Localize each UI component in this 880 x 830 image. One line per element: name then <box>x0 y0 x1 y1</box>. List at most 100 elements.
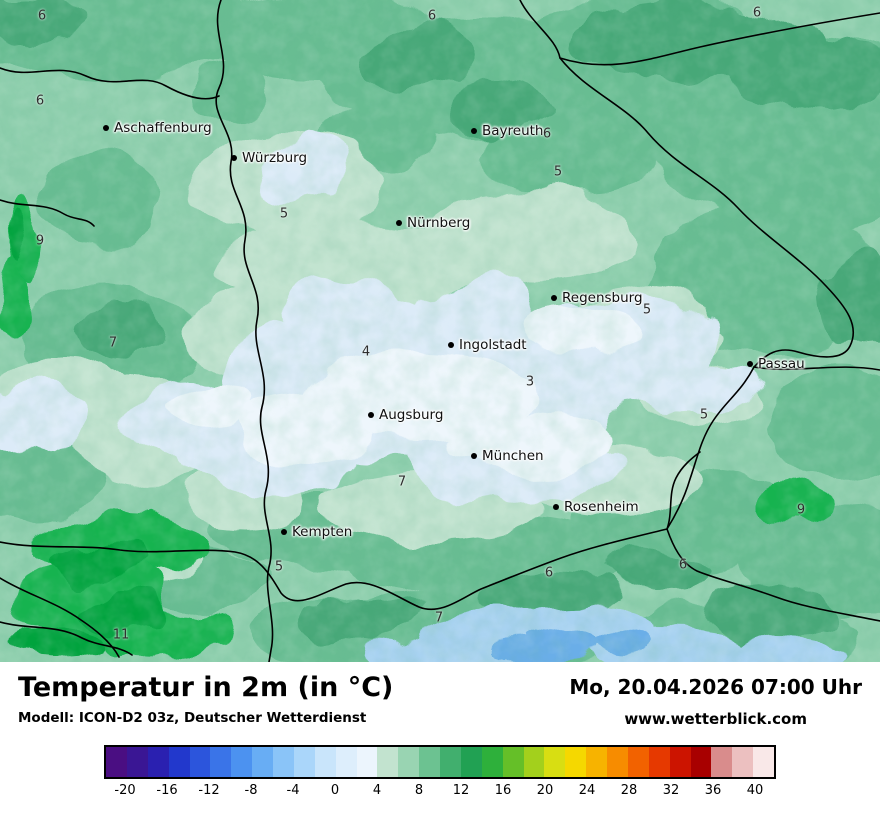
colorbar-tick-label: -4 <box>286 783 300 798</box>
colorbar-tick-label: 0 <box>330 783 340 798</box>
temp-value: 5 <box>699 407 709 423</box>
city-label: Nürnberg <box>407 215 471 231</box>
colorbar-segment <box>523 747 545 777</box>
city-marker-regensburg: Regensburg <box>551 290 643 306</box>
colorbar-tick-label: 12 <box>452 783 470 798</box>
colorbar-tick-label: 32 <box>662 783 680 798</box>
temperature-map: Aschaffenburg Würzburg Bayreuth Nürnberg… <box>0 0 880 662</box>
map-graphic <box>0 0 880 662</box>
colorbar-segment <box>314 747 336 777</box>
temp-value: 6 <box>678 557 688 573</box>
colorbar-segment <box>648 747 670 777</box>
colorbar-segment <box>231 747 253 777</box>
city-label: Regensburg <box>562 290 643 306</box>
country-borders <box>0 0 880 662</box>
temp-value: 5 <box>274 559 284 575</box>
temp-value: 6 <box>427 8 437 24</box>
colorbar-segment <box>690 747 712 777</box>
city-dot-icon <box>747 361 753 367</box>
colorbar-segment <box>273 747 294 777</box>
city-label: Ingolstadt <box>459 337 527 353</box>
city-label: Augsburg <box>379 407 444 423</box>
temp-value: 7 <box>397 474 407 490</box>
colorbar-tick-label: 28 <box>620 783 638 798</box>
city-dot-icon <box>553 504 559 510</box>
colorbar-segment <box>252 747 273 777</box>
colorbar-segment <box>711 747 733 777</box>
panel-right: Mo, 20.04.2026 07:00 Uhr www.wetterblick… <box>569 672 862 728</box>
texture-light <box>0 0 880 662</box>
colorbar-segment <box>106 747 127 777</box>
colorbar-tick-label: 8 <box>414 783 424 798</box>
temperature-legend: -20 -16 -12 -8 -4 0 4 8 12 16 20 24 28 32 36 40 <box>104 745 776 803</box>
border-north-east <box>519 0 880 66</box>
temp-value: 6 <box>542 126 552 142</box>
colorbar-segment <box>732 747 754 777</box>
city-marker-ingolstadt: Ingolstadt <box>448 337 527 353</box>
city-marker-aschaffenburg: Aschaffenburg <box>103 120 212 136</box>
colorbar-segment <box>356 747 378 777</box>
border-southwest-squiggles <box>0 577 133 658</box>
colorbar-segment <box>126 747 148 777</box>
colorbar-segment <box>293 747 315 777</box>
city-marker-rosenheim: Rosenheim <box>553 499 639 515</box>
border-northwest <box>0 67 220 100</box>
colorbar-segment <box>189 747 211 777</box>
colorbar-segment <box>335 747 357 777</box>
colorbar-tick-label: 20 <box>536 783 554 798</box>
colorbar-tick-label: -12 <box>198 783 220 798</box>
colorbar-segment <box>440 747 461 777</box>
city-marker-bayreuth: Bayreuth <box>471 123 544 139</box>
city-marker-nuernberg: Nürnberg <box>396 215 470 231</box>
temp-value: 6 <box>37 8 47 24</box>
city-marker-wuerzburg: Würzburg <box>231 150 307 166</box>
page-title: Temperatur in 2m (in °C) <box>18 672 394 703</box>
colorbar-tick-label: 36 <box>704 783 722 798</box>
city-label: München <box>482 448 544 464</box>
city-marker-augsburg: Augsburg <box>368 407 443 423</box>
colorbar-tick-label: -8 <box>244 783 258 798</box>
colorbar-tick-label: 24 <box>578 783 596 798</box>
temp-value: 3 <box>525 374 535 390</box>
panel-left: Temperatur in 2m (in °C) Modell: ICON-D2… <box>18 672 393 726</box>
temp-value: 5 <box>553 164 563 180</box>
city-label: Kempten <box>292 524 353 540</box>
colorbar-segment <box>377 747 399 777</box>
colorbar-ticks: -20 -16 -12 -8 -4 0 4 8 12 16 20 24 28 32 36 40 <box>104 783 776 803</box>
valid-datetime: Mo, 20.04.2026 07:00 Uhr <box>569 675 862 699</box>
city-label: Aschaffenburg <box>114 120 212 136</box>
colorbar-segment <box>586 747 607 777</box>
city-marker-kempten: Kempten <box>281 524 352 540</box>
city-dot-icon <box>396 220 402 226</box>
temp-value: 4 <box>361 344 371 360</box>
colorbar-segment <box>502 747 524 777</box>
colorbar-segment <box>544 747 566 777</box>
colorbar-tick-label: 16 <box>494 783 512 798</box>
model-info: Modell: ICON-D2 03z, Deutscher Wetterdie… <box>18 710 367 727</box>
colorbar-segment <box>398 747 420 777</box>
city-dot-icon <box>231 155 237 161</box>
city-dot-icon <box>471 128 477 134</box>
temp-value: 6 <box>544 565 554 581</box>
temp-value: 6 <box>752 5 762 21</box>
city-dot-icon <box>281 529 287 535</box>
city-dot-icon <box>368 412 374 418</box>
colorbar-tick-label: -20 <box>114 783 136 798</box>
website-label: www.wetterblick.com <box>624 710 807 728</box>
temp-value: 6 <box>35 93 45 109</box>
colorbar-segment <box>147 747 169 777</box>
colorbar-tick-label: 4 <box>372 783 382 798</box>
temp-value: 5 <box>642 302 652 318</box>
city-label: Würzburg <box>242 150 308 166</box>
city-marker-passau: Passau <box>747 356 805 372</box>
city-label: Bayreuth <box>482 123 544 139</box>
temp-value: 9 <box>35 233 45 249</box>
city-dot-icon <box>103 125 109 131</box>
colorbar-segment <box>669 747 691 777</box>
colorbar-segment <box>607 747 628 777</box>
border-czech <box>559 57 855 368</box>
colorbar-segment <box>481 747 503 777</box>
temp-value: 11 <box>112 627 130 643</box>
border-bavaria-west <box>215 0 274 662</box>
